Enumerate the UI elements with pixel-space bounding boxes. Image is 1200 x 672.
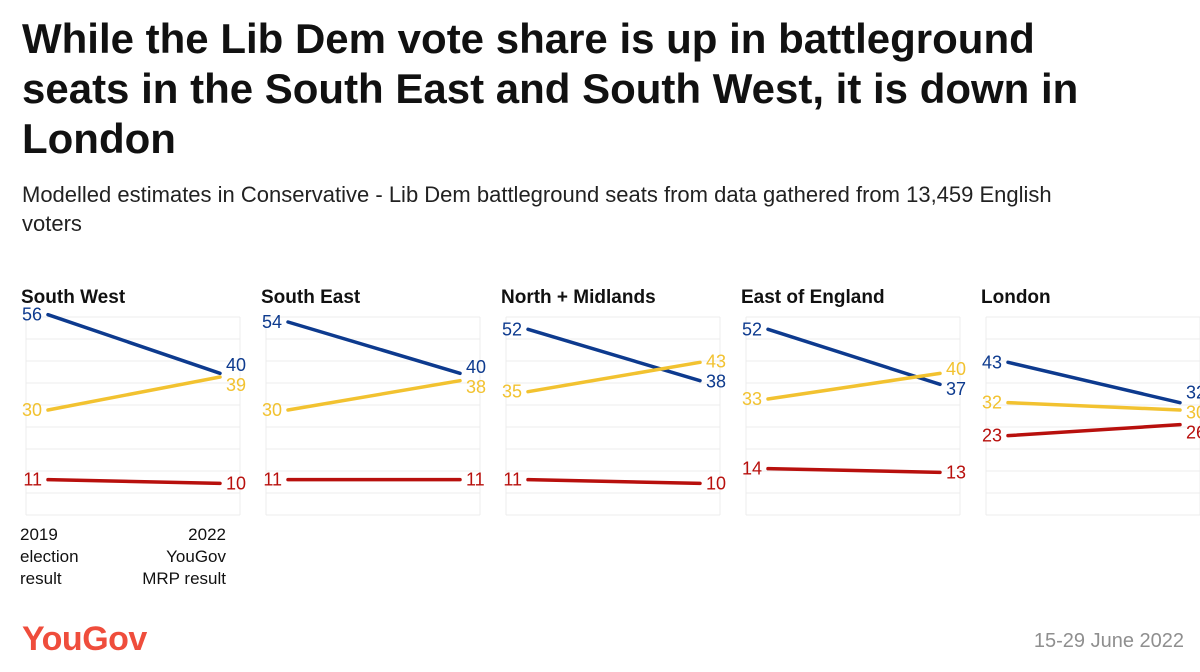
series-line-blue <box>766 327 942 387</box>
chart-subtitle: Modelled estimates in Conservative - Lib… <box>22 182 1052 236</box>
x-axis-label-2019: election <box>20 547 79 566</box>
data-label-2019-blue: 56 <box>22 305 42 325</box>
panel-title: South West <box>21 287 126 308</box>
data-label-2019-yellow: 30 <box>262 400 282 420</box>
data-label-2019-yellow: 33 <box>742 389 762 409</box>
data-label-2022-blue: 38 <box>706 372 726 392</box>
x-axis-label-2019: result <box>20 569 62 588</box>
panel-title: South East <box>261 287 361 308</box>
data-label-2022-red: 11 <box>466 470 485 490</box>
series-line-blue <box>286 320 462 376</box>
data-label-2022-yellow: 40 <box>946 359 966 379</box>
data-label-2022-yellow: 43 <box>706 352 726 372</box>
data-label-2019-blue: 54 <box>262 312 282 332</box>
series-line-red <box>1006 422 1182 438</box>
data-label-2022-red: 10 <box>226 473 246 493</box>
data-label-2019-red: 14 <box>742 459 762 479</box>
series-line-yellow <box>286 378 462 412</box>
x-axis-label-2019: 2019 <box>20 525 58 544</box>
series-line-yellow <box>1006 400 1182 412</box>
data-label-2022-red: 13 <box>946 462 966 482</box>
panel-title: North + Midlands <box>501 287 656 308</box>
panel-title: East of England <box>741 287 885 308</box>
data-label-2022-yellow: 39 <box>226 375 246 395</box>
x-axis-label-2022: MRP result <box>142 569 226 588</box>
data-label-2022-red: 10 <box>706 473 726 493</box>
chart-title: While the Lib Dem vote share is up in ba… <box>22 15 1079 162</box>
series-line-red <box>526 477 702 486</box>
data-label-2022-yellow: 38 <box>466 377 486 397</box>
data-label-2022-red: 26 <box>1186 422 1200 442</box>
panel-title: London <box>981 287 1051 308</box>
panel-london: London433223323026 <box>981 287 1200 516</box>
series-line-yellow <box>766 371 942 401</box>
data-label-2022-blue: 40 <box>226 355 246 375</box>
data-label-2022-blue: 32 <box>1186 382 1200 402</box>
data-label-2019-blue: 52 <box>502 319 522 339</box>
data-label-2019-red: 11 <box>503 470 522 490</box>
series-line-yellow <box>526 360 702 394</box>
data-label-2019-yellow: 32 <box>982 393 1002 413</box>
fieldwork-date: 15-29 June 2022 <box>1033 630 1184 652</box>
data-label-2019-blue: 52 <box>742 319 762 339</box>
data-label-2019-red: 11 <box>23 470 42 490</box>
series-line-yellow <box>46 375 222 412</box>
data-label-2022-blue: 37 <box>946 379 966 399</box>
data-label-2019-blue: 43 <box>982 352 1002 372</box>
x-axis-label-2022: YouGov <box>166 547 226 566</box>
series-line-blue <box>1006 360 1182 405</box>
series-line-red <box>46 477 222 486</box>
x-axis-label-2022: 2022 <box>188 525 226 544</box>
data-label-2019-red: 23 <box>982 426 1002 446</box>
series-line-blue <box>526 327 702 383</box>
data-label-2019-red: 11 <box>263 470 282 490</box>
yougov-logo: YouGov <box>22 620 147 658</box>
data-label-2022-blue: 40 <box>466 357 486 377</box>
series-line-blue <box>46 312 222 376</box>
series-line-red <box>766 466 942 475</box>
data-label-2022-yellow: 30 <box>1186 402 1200 422</box>
data-label-2019-yellow: 35 <box>502 382 522 402</box>
data-label-2019-yellow: 30 <box>22 400 42 420</box>
